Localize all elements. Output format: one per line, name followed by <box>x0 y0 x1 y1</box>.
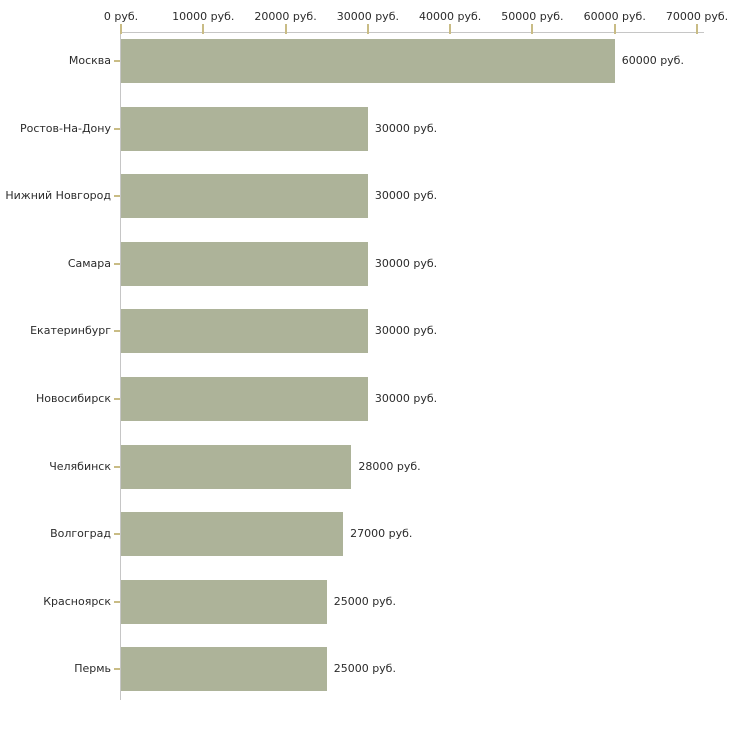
value-label: 28000 руб. <box>358 459 421 473</box>
category-label: Волгоград <box>50 527 111 541</box>
bar <box>121 377 368 421</box>
x-tick-mark <box>284 24 287 34</box>
x-tick-mark <box>531 24 534 34</box>
x-tick-label: 0 руб. <box>103 10 139 23</box>
value-label: 30000 руб. <box>374 189 438 203</box>
category-label: Екатеринбург <box>30 324 111 338</box>
x-tick-label: 10000 руб. <box>172 10 235 23</box>
x-tick-mark <box>449 24 452 34</box>
y-axis-line <box>120 32 121 700</box>
category-label: Самара <box>67 256 111 270</box>
y-tick-mark <box>114 127 120 130</box>
bar <box>121 241 368 286</box>
x-tick-label: 40000 руб. <box>419 10 482 23</box>
y-tick-mark <box>114 262 120 265</box>
category-label: Нижний Новгород <box>5 189 111 203</box>
value-label: 30000 руб. <box>374 324 438 338</box>
bar <box>121 106 368 151</box>
bar <box>121 647 327 692</box>
bar <box>121 444 352 489</box>
category-label: Красноярск <box>43 594 111 608</box>
y-tick-mark <box>114 600 120 603</box>
x-axis-line <box>120 32 704 33</box>
category-label: Ростов-На-Дону <box>19 121 111 135</box>
value-label: 25000 руб. <box>333 594 396 608</box>
x-tick-mark <box>613 24 616 34</box>
y-tick-mark <box>114 533 120 536</box>
bar <box>121 579 327 624</box>
value-label: 30000 руб. <box>374 121 438 135</box>
bar <box>121 174 368 219</box>
y-tick-mark <box>114 60 120 62</box>
x-tick-mark <box>696 24 698 34</box>
x-tick-label: 60000 руб. <box>583 10 646 23</box>
value-label: 30000 руб. <box>374 392 438 405</box>
x-tick-label: 20000 руб. <box>254 10 317 23</box>
category-label: Челябинск <box>49 459 111 473</box>
x-tick-label: 70000 руб. <box>665 10 729 23</box>
x-tick-mark <box>120 24 122 34</box>
category-label: Москва <box>68 54 111 67</box>
y-tick-mark <box>114 398 120 400</box>
y-tick-mark <box>114 465 120 468</box>
x-tick-label: 30000 руб. <box>336 10 399 23</box>
bar <box>121 512 344 557</box>
category-label: Пермь <box>74 662 111 676</box>
category-label: Новосибирск <box>35 392 111 405</box>
x-tick-mark <box>366 24 369 34</box>
value-label: 27000 руб. <box>350 527 413 541</box>
x-tick-mark <box>202 24 205 34</box>
bar <box>121 309 368 354</box>
value-label: 60000 руб. <box>621 54 684 67</box>
value-label: 30000 руб. <box>374 256 438 270</box>
y-tick-mark <box>114 195 120 198</box>
x-tick-label: 50000 руб. <box>501 10 564 23</box>
value-label: 25000 руб. <box>333 662 396 676</box>
y-tick-mark <box>114 330 120 333</box>
bar <box>121 39 615 83</box>
y-tick-mark <box>114 668 120 671</box>
